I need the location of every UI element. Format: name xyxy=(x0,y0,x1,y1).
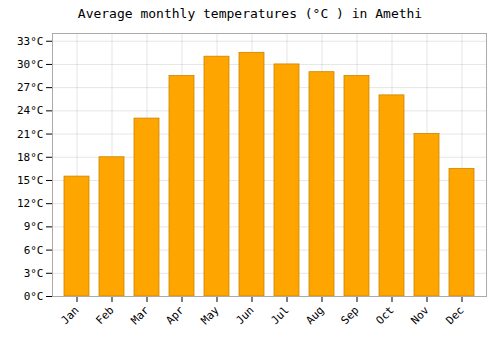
svg-text:Feb: Feb xyxy=(93,304,116,327)
svg-text:24°C: 24°C xyxy=(17,104,44,117)
svg-text:Aug: Aug xyxy=(303,304,326,327)
svg-text:27°C: 27°C xyxy=(17,81,44,94)
svg-text:15°C: 15°C xyxy=(17,174,44,187)
svg-text:12°C: 12°C xyxy=(17,197,44,210)
svg-text:Jan: Jan xyxy=(58,304,81,327)
svg-text:Jul: Jul xyxy=(268,304,291,327)
svg-text:21°C: 21°C xyxy=(17,128,44,141)
svg-text:Mar: Mar xyxy=(128,303,152,327)
svg-text:Oct: Oct xyxy=(373,304,396,327)
svg-text:30°C: 30°C xyxy=(17,58,44,71)
svg-text:Apr: Apr xyxy=(163,303,187,327)
svg-text:3°C: 3°C xyxy=(24,267,44,280)
svg-text:33°C: 33°C xyxy=(17,35,44,48)
svg-text:0°C: 0°C xyxy=(24,290,44,303)
svg-text:18°C: 18°C xyxy=(17,151,44,164)
svg-text:Jun: Jun xyxy=(233,304,256,327)
svg-text:Sep: Sep xyxy=(338,304,361,327)
svg-text:Dec: Dec xyxy=(443,304,466,327)
svg-text:Nov: Nov xyxy=(408,303,432,327)
svg-text:6°C: 6°C xyxy=(24,244,44,257)
svg-text:May: May xyxy=(198,303,222,327)
svg-text:9°C: 9°C xyxy=(24,220,44,233)
html-text:Average monthly temperatures (: Average monthly temperatures (°C ) in Am… xyxy=(77,6,423,21)
